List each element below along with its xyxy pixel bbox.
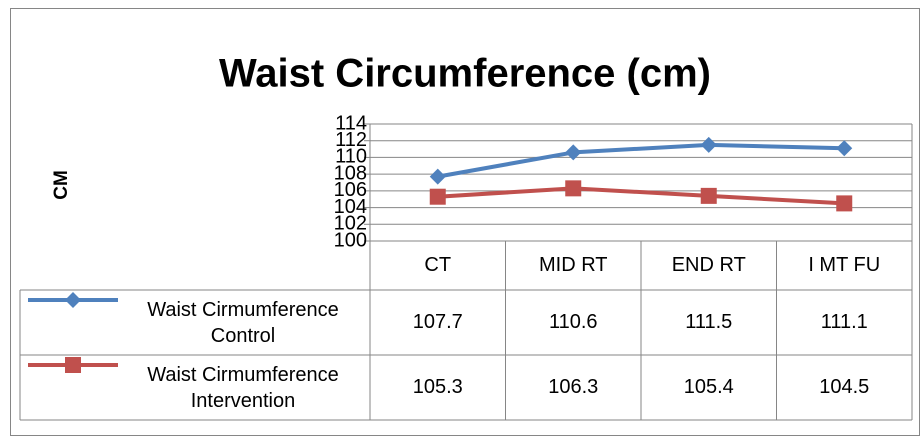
- y-tick-label: 114: [335, 112, 367, 134]
- table-value: 111.5: [685, 311, 732, 333]
- x-tick-label: MID RT: [539, 254, 608, 276]
- x-tick-label: END RT: [672, 254, 746, 276]
- y-tick-label: 108: [334, 162, 367, 184]
- marker: [565, 144, 582, 161]
- legend-label: Waist Cirmumference Intervention: [147, 363, 339, 412]
- y-tick-label: 110: [335, 146, 367, 168]
- legend-label-box: Waist Cirmumference Intervention: [147, 363, 339, 412]
- line: [437, 186, 845, 206]
- y-tick-label: 106: [334, 179, 367, 201]
- marker: [65, 292, 81, 308]
- marker: [65, 357, 81, 373]
- table-value: 110.6: [549, 311, 598, 333]
- marker: [836, 195, 853, 212]
- chart-border: [10, 8, 920, 436]
- legend-label-box: Waist Cirmumference Control: [147, 298, 339, 347]
- marker: [700, 136, 717, 153]
- marker: [565, 180, 582, 197]
- table-value: 104.5: [819, 376, 869, 398]
- marker: [836, 140, 853, 157]
- table-value: 106.3: [548, 376, 598, 398]
- x-tick-label: CT: [424, 254, 451, 276]
- marker: [700, 187, 717, 204]
- legend-label: Waist Cirmumference Control: [147, 298, 339, 347]
- y-tick-label: 102: [334, 213, 367, 235]
- line: [437, 142, 845, 179]
- table-value: 105.3: [413, 376, 463, 398]
- marker: [429, 168, 446, 185]
- table-value: 105.4: [684, 376, 734, 398]
- y-tick-label: 100: [334, 229, 367, 251]
- x-tick-label: I MT FU: [808, 254, 880, 276]
- table-value: 111.1: [821, 311, 868, 333]
- y-axis-label: CM: [51, 170, 72, 200]
- y-tick-label: 104: [334, 196, 367, 218]
- y-tick-label: 112: [335, 129, 367, 151]
- table-value: 107.7: [413, 311, 463, 333]
- chart-title: Waist Circumference (cm): [219, 52, 711, 96]
- marker: [429, 188, 446, 205]
